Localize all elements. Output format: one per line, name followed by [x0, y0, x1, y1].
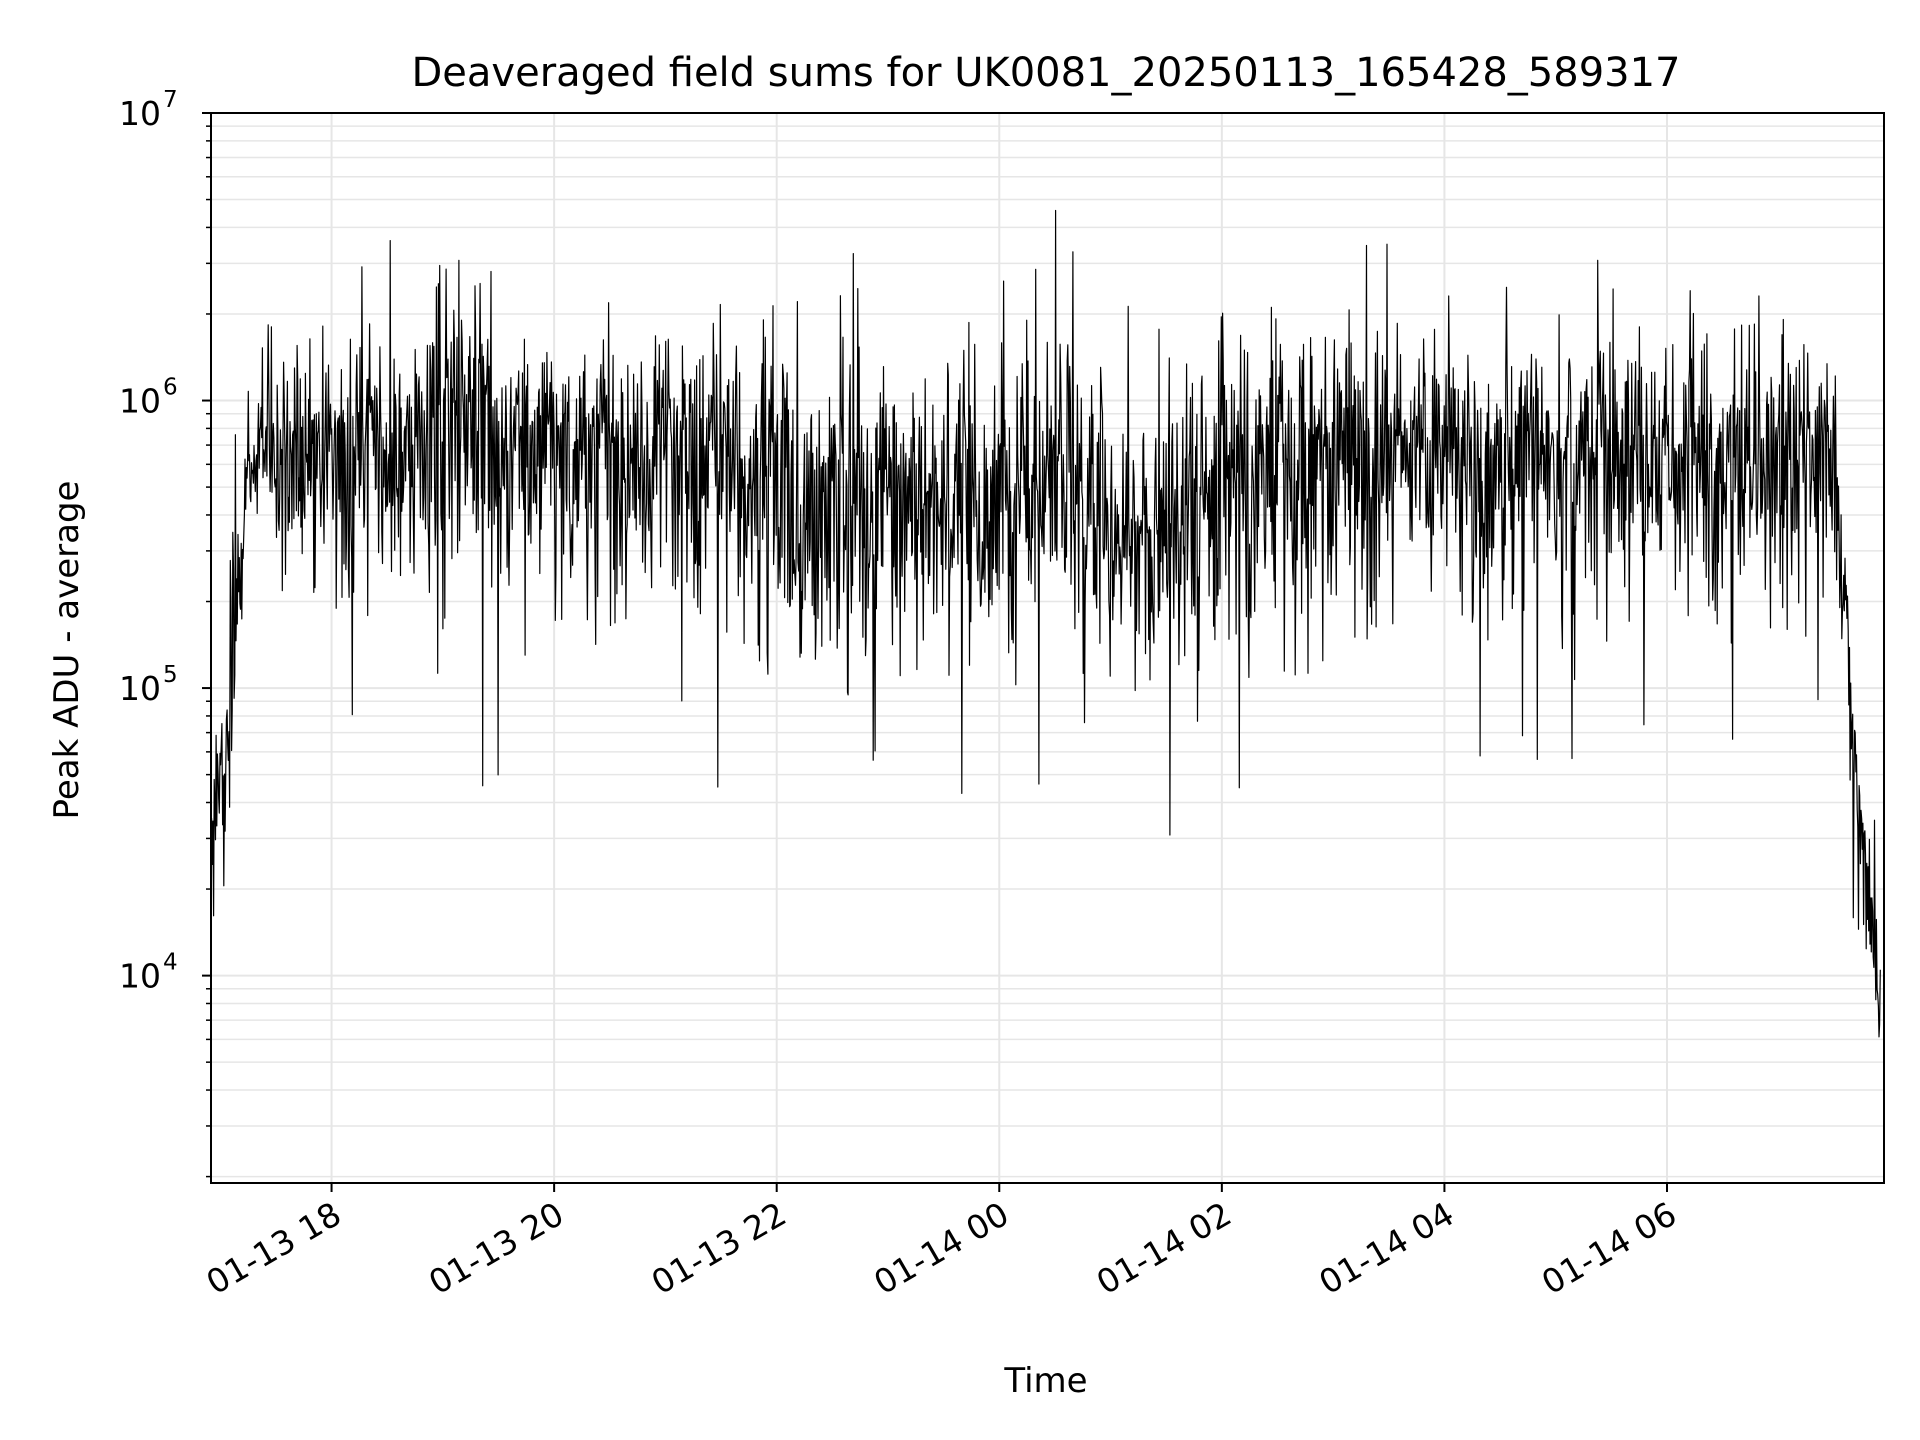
y-tick-label: 10 — [119, 957, 161, 996]
y-axis-label: Peak ADU - average — [47, 481, 87, 820]
series-layer — [210, 209, 1881, 1038]
y-tick-label: 10 — [119, 94, 161, 133]
y-tick-label: 10 — [119, 382, 161, 421]
y-tick-label: 10 — [119, 669, 161, 708]
x-axis-label: Time — [1003, 1361, 1087, 1401]
y-tick-exponent: 6 — [163, 375, 178, 401]
plot-frame — [210, 112, 1885, 1184]
series-line — [210, 209, 1881, 1038]
y-tick-exponent: 7 — [163, 87, 178, 113]
y-tick-exponent: 5 — [163, 662, 178, 688]
chart-title: Deaveraged field sums for UK0081_2025011… — [411, 50, 1680, 96]
y-tick-exponent: 4 — [163, 950, 178, 976]
